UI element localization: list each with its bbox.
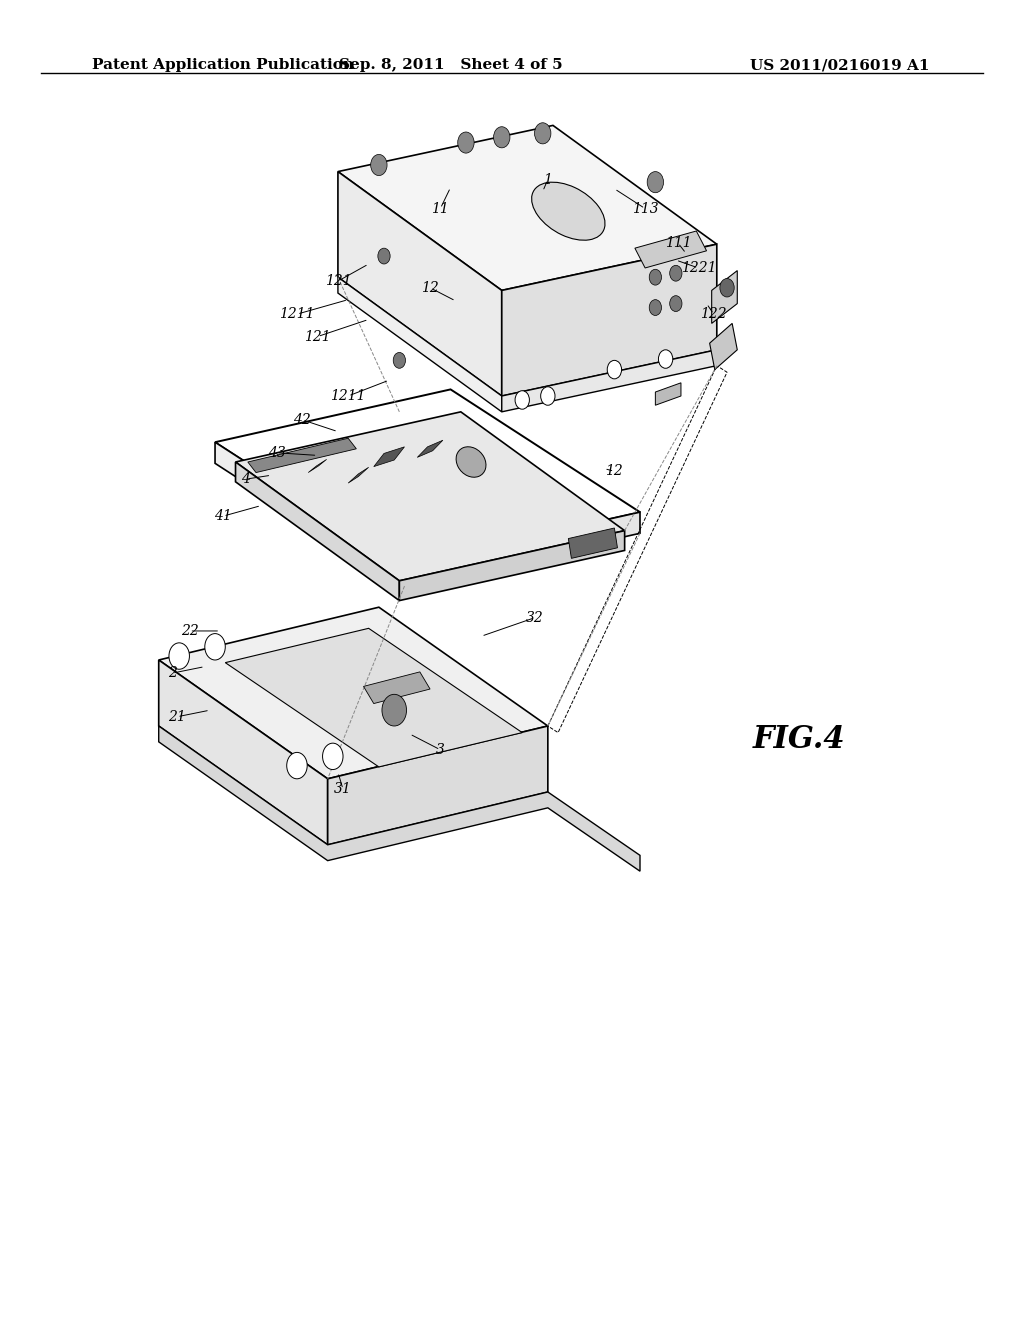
Polygon shape bbox=[215, 442, 404, 586]
Polygon shape bbox=[710, 323, 737, 370]
Circle shape bbox=[720, 279, 734, 297]
Circle shape bbox=[205, 634, 225, 660]
Text: Patent Application Publication: Patent Application Publication bbox=[92, 58, 354, 73]
Text: Sep. 8, 2011   Sheet 4 of 5: Sep. 8, 2011 Sheet 4 of 5 bbox=[339, 58, 562, 73]
Circle shape bbox=[393, 352, 406, 368]
Polygon shape bbox=[404, 512, 640, 586]
Text: 122: 122 bbox=[700, 308, 727, 321]
Polygon shape bbox=[159, 726, 640, 871]
Text: 22: 22 bbox=[180, 624, 199, 638]
Text: 4: 4 bbox=[242, 473, 250, 486]
Text: 121: 121 bbox=[304, 330, 331, 343]
Circle shape bbox=[607, 360, 622, 379]
Polygon shape bbox=[364, 672, 430, 704]
Polygon shape bbox=[328, 726, 548, 845]
Text: 31: 31 bbox=[334, 783, 352, 796]
Ellipse shape bbox=[456, 446, 486, 478]
Circle shape bbox=[649, 269, 662, 285]
Text: 12: 12 bbox=[421, 281, 439, 294]
Polygon shape bbox=[159, 660, 328, 845]
Circle shape bbox=[670, 296, 682, 312]
Text: 43: 43 bbox=[267, 446, 286, 459]
Polygon shape bbox=[338, 172, 502, 396]
Polygon shape bbox=[374, 446, 404, 466]
Circle shape bbox=[658, 350, 673, 368]
Text: 1221: 1221 bbox=[681, 261, 716, 275]
Text: 2: 2 bbox=[168, 667, 176, 680]
Circle shape bbox=[458, 132, 474, 153]
Polygon shape bbox=[399, 531, 625, 601]
Circle shape bbox=[541, 387, 555, 405]
Polygon shape bbox=[338, 277, 502, 412]
Text: 21: 21 bbox=[168, 710, 186, 723]
Polygon shape bbox=[338, 125, 717, 290]
Polygon shape bbox=[308, 459, 327, 473]
Circle shape bbox=[382, 694, 407, 726]
Polygon shape bbox=[236, 412, 625, 581]
Polygon shape bbox=[236, 462, 399, 601]
Text: 1211: 1211 bbox=[331, 389, 366, 403]
Text: 12: 12 bbox=[605, 465, 624, 478]
Text: 111: 111 bbox=[665, 236, 691, 249]
Circle shape bbox=[378, 248, 390, 264]
Polygon shape bbox=[568, 528, 617, 558]
Polygon shape bbox=[159, 607, 548, 779]
Circle shape bbox=[169, 643, 189, 669]
Text: 41: 41 bbox=[214, 510, 232, 523]
Text: 1: 1 bbox=[544, 173, 552, 186]
Polygon shape bbox=[418, 441, 442, 457]
Circle shape bbox=[494, 127, 510, 148]
Circle shape bbox=[647, 172, 664, 193]
Polygon shape bbox=[655, 383, 681, 405]
Polygon shape bbox=[635, 231, 707, 268]
Text: 42: 42 bbox=[293, 413, 311, 426]
Text: 32: 32 bbox=[525, 611, 544, 624]
Polygon shape bbox=[712, 271, 737, 323]
Polygon shape bbox=[348, 467, 369, 483]
Circle shape bbox=[670, 265, 682, 281]
Text: 121: 121 bbox=[325, 275, 351, 288]
Circle shape bbox=[515, 391, 529, 409]
Circle shape bbox=[649, 300, 662, 315]
Text: FIG.4: FIG.4 bbox=[753, 723, 845, 755]
Polygon shape bbox=[502, 350, 717, 412]
Polygon shape bbox=[225, 628, 522, 767]
Text: 11: 11 bbox=[431, 202, 450, 215]
Polygon shape bbox=[502, 244, 717, 396]
Circle shape bbox=[371, 154, 387, 176]
Text: 1211: 1211 bbox=[280, 308, 314, 321]
Text: US 2011/0216019 A1: US 2011/0216019 A1 bbox=[750, 58, 930, 73]
Circle shape bbox=[535, 123, 551, 144]
Polygon shape bbox=[248, 438, 356, 473]
Circle shape bbox=[287, 752, 307, 779]
Text: 113: 113 bbox=[632, 202, 658, 215]
Text: 3: 3 bbox=[436, 743, 444, 756]
Ellipse shape bbox=[531, 182, 605, 240]
Circle shape bbox=[323, 743, 343, 770]
